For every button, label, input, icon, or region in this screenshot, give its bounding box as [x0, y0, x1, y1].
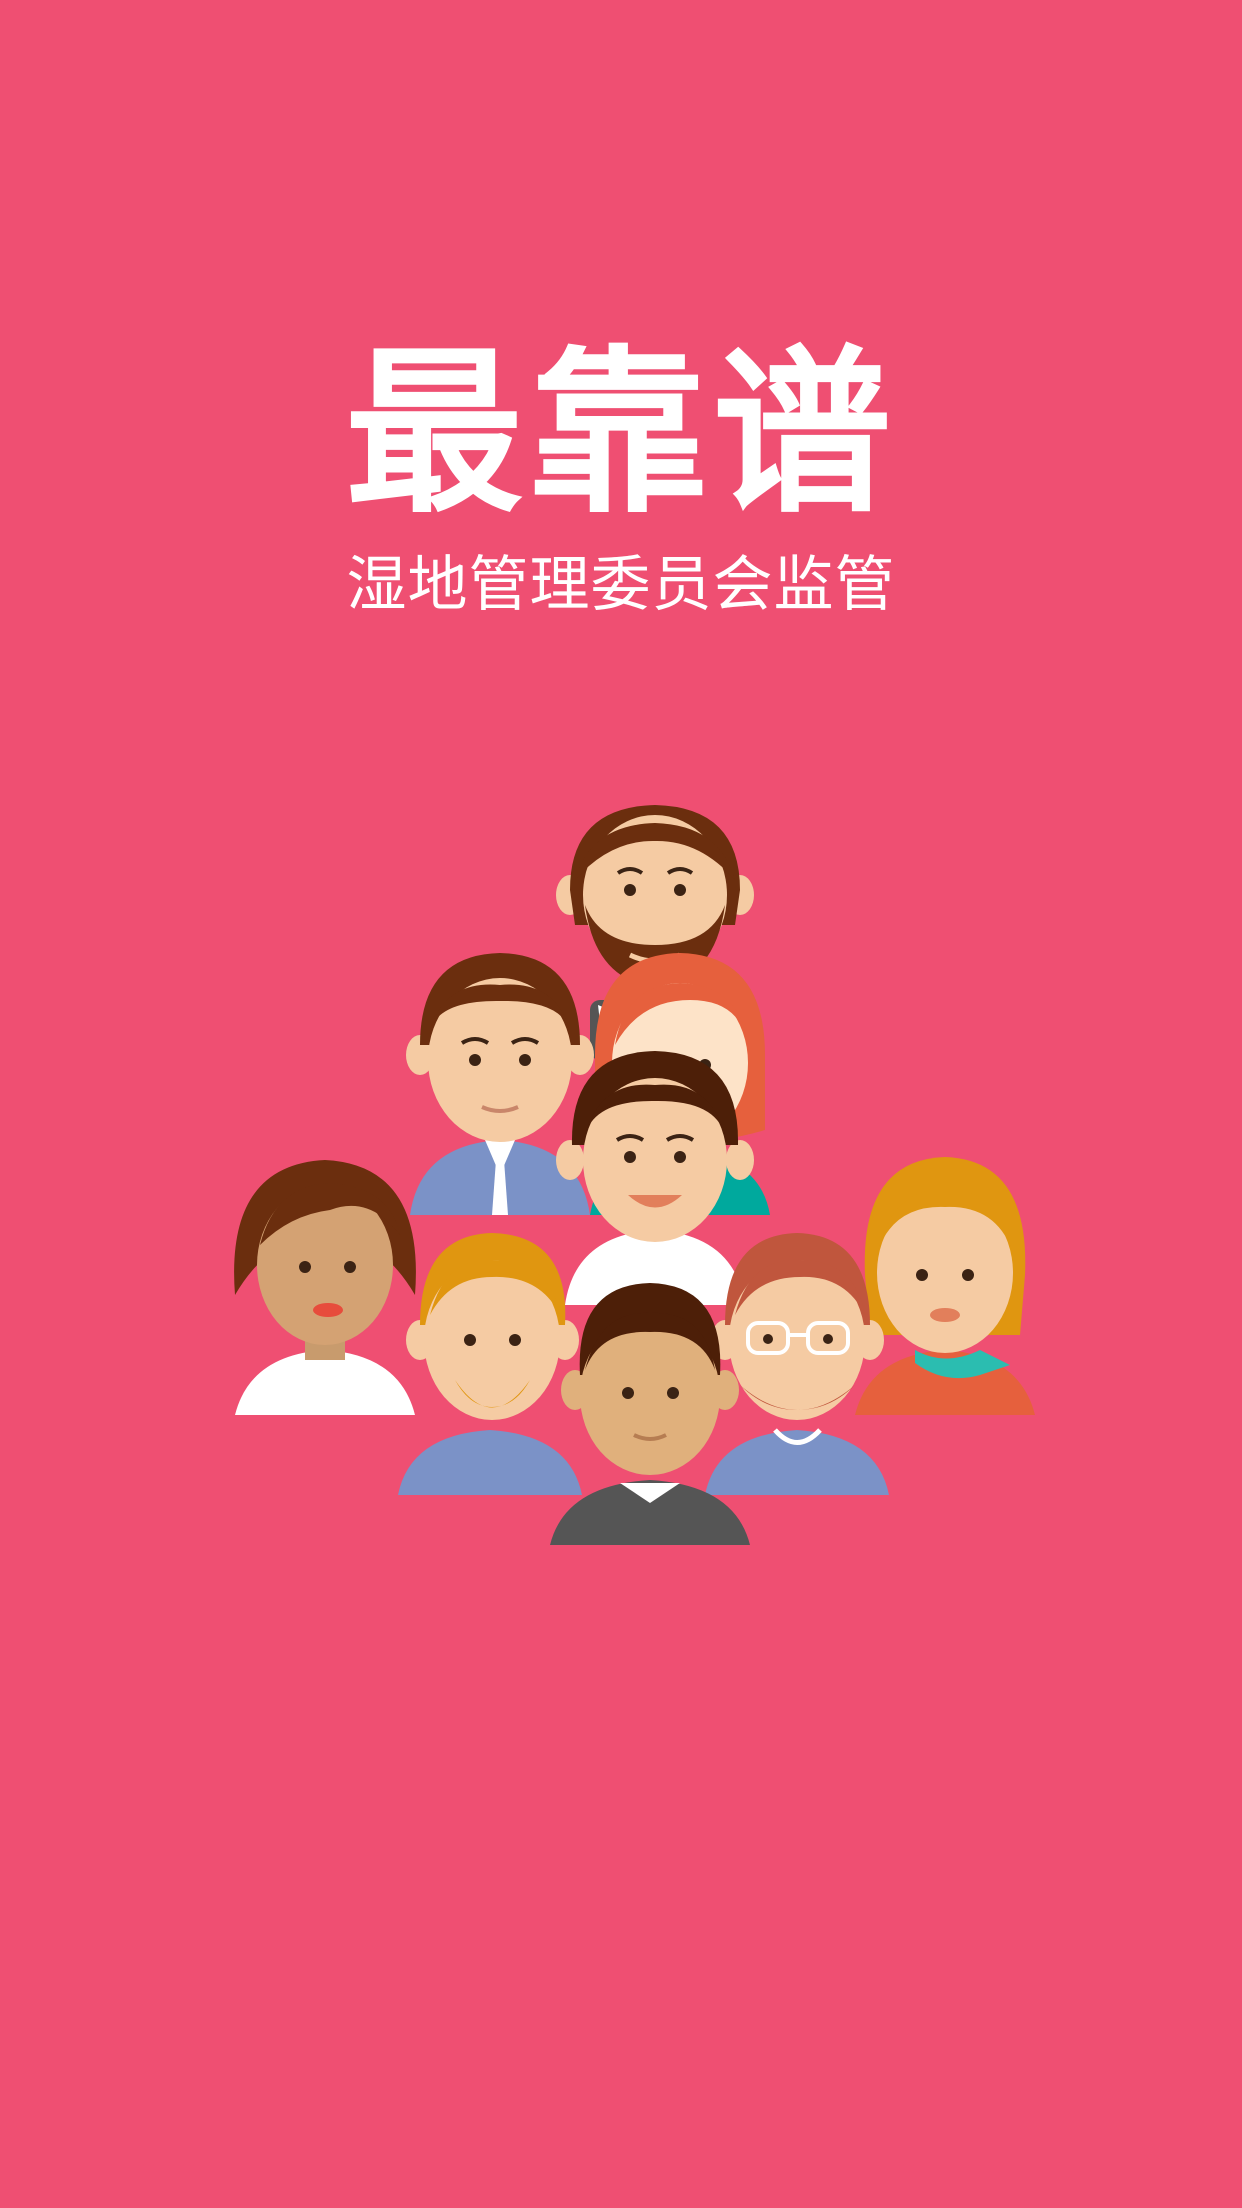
- person-glasses-man-icon: [705, 1233, 889, 1495]
- app-title: 最靠谱: [345, 330, 897, 537]
- person-darkshirt-man-icon: [550, 1283, 750, 1545]
- person-brownhair-woman-icon: [234, 1160, 416, 1415]
- app-subtitle: 湿地管理委员会监管: [346, 550, 896, 620]
- person-smiling-man-icon: [556, 1051, 754, 1305]
- person-blonde-man-icon: [398, 1233, 582, 1495]
- people-group-illustration: [234, 805, 1035, 1545]
- person-blonde-woman-icon: [855, 1157, 1035, 1415]
- person-man-tie-icon: [406, 953, 594, 1215]
